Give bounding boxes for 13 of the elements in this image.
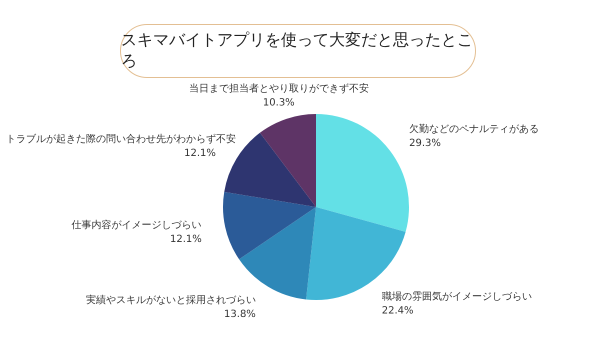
data-label: 10.3% [262,98,295,109]
slice-label: 当日まで担当者とやり取りができず不安 [188,82,369,95]
slice-label: 欠勤などのペナルティがある [409,122,540,135]
slice-label: 実績やスキルがないと採用されづらい [86,294,256,306]
chart-title: スキマバイトアプリを使って大変だと思ったところ [120,24,476,78]
slice-label: 仕事内容がイメージしづらい [72,218,202,231]
data-label: 13.8% [224,308,256,320]
data-label: 22.4% [382,305,414,316]
slice-label: 職場の雰囲気がイメージしづらい [382,290,532,302]
data-label: 29.3% [409,138,441,149]
slice-label: トラブルが起きた際の問い合わせ先がわからず不安 [6,133,236,146]
data-label: 12.1% [170,234,202,245]
data-label: 12.1% [184,148,216,160]
